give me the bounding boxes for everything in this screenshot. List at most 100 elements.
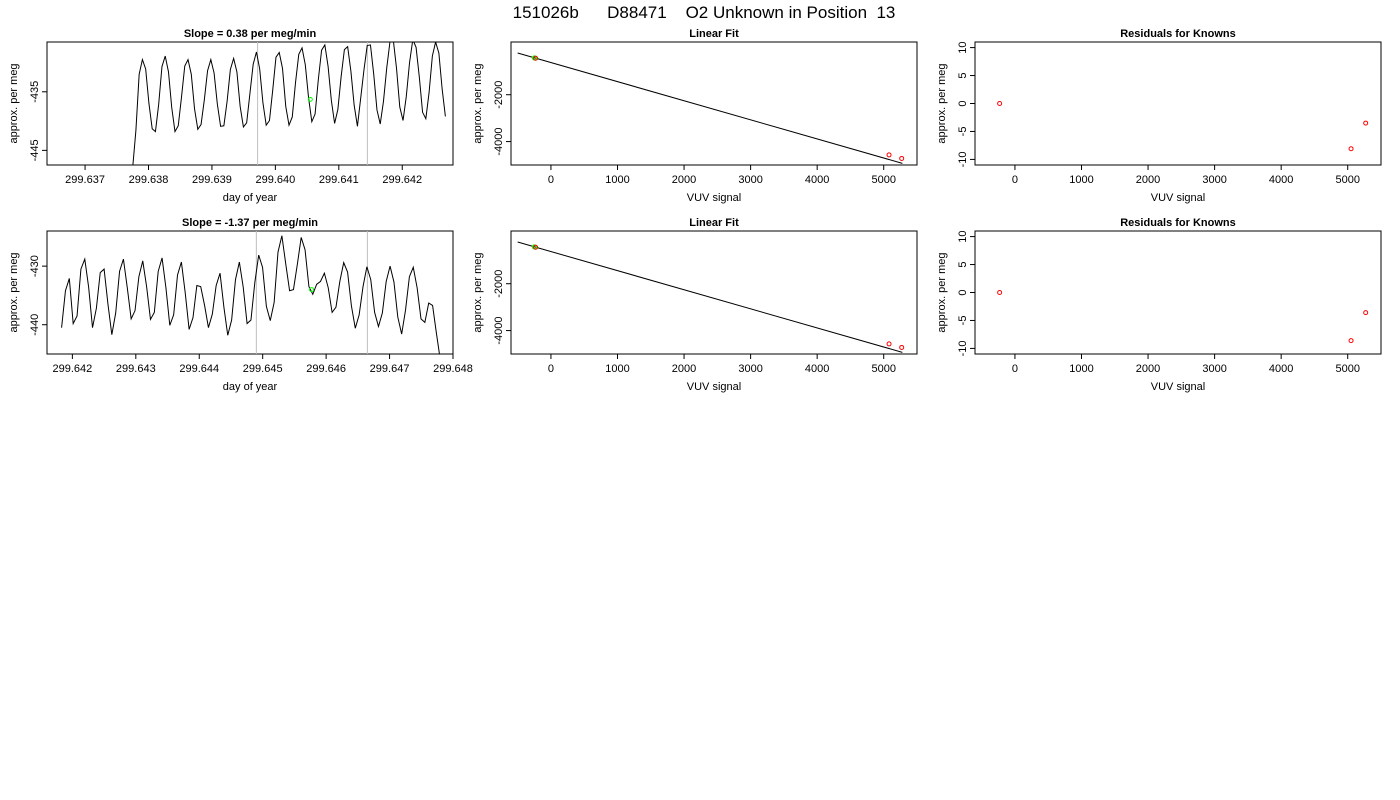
y-tick-label: -435 [29, 81, 41, 103]
x-tick-label: 3000 [1202, 174, 1226, 186]
x-tick-label: 0 [1012, 174, 1018, 186]
y-axis-label: approx. per meg [936, 252, 948, 332]
chart-title: Residuals for Knowns [1120, 217, 1236, 229]
y-tick-label: -10 [957, 340, 969, 356]
y-tick-label: 0 [957, 289, 969, 295]
y-axis-label: approx. per meg [472, 252, 484, 332]
known-point [1348, 338, 1354, 344]
x-tick-label: 299.644 [179, 363, 219, 375]
y-tick-label: 5 [957, 72, 969, 78]
chart-panel-2: Linear Fit 0 1000 2000 3000 4000 5000 -4000 -200… [472, 28, 918, 204]
x-tick-label: 4000 [1269, 174, 1293, 186]
x-tick-label: 4000 [1269, 363, 1293, 375]
y-axis-label: approx. per meg [936, 63, 948, 143]
x-tick-label: 3000 [1202, 363, 1226, 375]
known-point [1363, 310, 1369, 316]
x-tick-label: 0 [548, 363, 554, 375]
known-point [533, 55, 539, 61]
x-tick-label: 299.640 [255, 174, 295, 186]
known-point [1348, 146, 1354, 152]
y-tick-label: -4000 [493, 128, 505, 156]
x-axis-label: VUV signal [1151, 192, 1205, 204]
plot-area [132, 42, 446, 165]
plot-area [517, 241, 905, 353]
plot-area [997, 290, 1369, 344]
x-tick-label: 3000 [738, 174, 762, 186]
x-tick-label: 2000 [672, 174, 696, 186]
fit-line [517, 241, 903, 353]
x-axis-label: day of year [223, 381, 278, 393]
x-tick-label: 299.638 [129, 174, 169, 186]
y-tick-label: 10 [957, 230, 969, 242]
y-axis-label: approx. per meg [8, 63, 20, 143]
y-tick-label: 10 [957, 41, 969, 53]
plot-area [61, 231, 440, 354]
x-tick-label: 2000 [672, 363, 696, 375]
x-tick-label: 299.645 [243, 363, 283, 375]
x-tick-label: 5000 [1335, 174, 1359, 186]
x-tick-label: 5000 [871, 174, 895, 186]
x-tick-label: 5000 [871, 363, 895, 375]
y-tick-label: 5 [957, 261, 969, 267]
chart-title: Slope = -1.37 per meg/min [182, 217, 318, 229]
x-tick-label: 0 [548, 174, 554, 186]
known-point [886, 341, 892, 347]
x-tick-label: 0 [1012, 363, 1018, 375]
y-tick-label: -4000 [493, 317, 505, 345]
x-tick-label: 1000 [605, 174, 629, 186]
y-tick-label: -5 [957, 127, 969, 137]
panels: Slope = 0.38 per meg/min 299.637 299.638 29… [8, 28, 1382, 393]
x-tick-label: 5000 [1335, 363, 1359, 375]
plot-area [997, 101, 1369, 152]
chart-panel-1: Slope = 0.38 per meg/min 299.637 299.638 29… [8, 28, 454, 204]
x-tick-label: 299.646 [306, 363, 346, 375]
x-tick-label: 2000 [1136, 174, 1160, 186]
chart-panel-4: Slope = -1.37 per meg/min 299.642 299.643 2… [8, 217, 473, 393]
x-tick-label: 3000 [738, 363, 762, 375]
x-tick-label: 299.643 [116, 363, 156, 375]
y-tick-label: -10 [957, 151, 969, 167]
x-axis-label: VUV signal [687, 192, 741, 204]
chart-panel-6: Residuals for Knowns 0 1000 2000 3000 4000 500… [936, 217, 1382, 393]
y-tick-label: -5 [957, 316, 969, 326]
x-tick-label: 4000 [805, 363, 829, 375]
y-axis-label: approx. per meg [472, 63, 484, 143]
fit-line [517, 52, 903, 164]
x-tick-label: 2000 [1136, 363, 1160, 375]
x-tick-label: 1000 [1069, 363, 1093, 375]
x-tick-label: 299.642 [52, 363, 92, 375]
x-tick-label: 299.642 [382, 174, 422, 186]
chart-title: Slope = 0.38 per meg/min [184, 28, 317, 40]
known-point [533, 244, 539, 250]
known-point [1363, 120, 1369, 126]
y-tick-label: -2000 [493, 81, 505, 109]
known-point [886, 152, 892, 158]
known-point [997, 101, 1003, 106]
x-tick-label: 1000 [605, 363, 629, 375]
plot-area [517, 52, 905, 164]
x-tick-label: 4000 [805, 174, 829, 186]
figure-title: 151026b D88471 O2 Unknown in Position 13 [513, 3, 896, 22]
y-tick-label: -445 [29, 139, 41, 161]
series-line [132, 42, 446, 165]
chart-title: Linear Fit [689, 28, 739, 40]
chart-title: Linear Fit [689, 217, 739, 229]
x-tick-label: 299.648 [433, 363, 473, 375]
x-tick-label: 299.637 [65, 174, 105, 186]
y-tick-label: -2000 [493, 270, 505, 298]
unknown-point [309, 287, 315, 293]
y-tick-label: -440 [29, 314, 41, 336]
x-tick-label: 299.639 [192, 174, 232, 186]
x-tick-label: 299.641 [319, 174, 359, 186]
x-axis-label: VUV signal [687, 381, 741, 393]
y-axis-label: approx. per meg [8, 252, 20, 332]
unknown-point [307, 96, 313, 102]
known-point [997, 290, 1003, 295]
x-tick-label: 299.647 [370, 363, 410, 375]
x-tick-label: 1000 [1069, 174, 1093, 186]
x-axis-label: day of year [223, 192, 278, 204]
y-tick-label: -430 [29, 255, 41, 277]
series-line [61, 235, 440, 354]
